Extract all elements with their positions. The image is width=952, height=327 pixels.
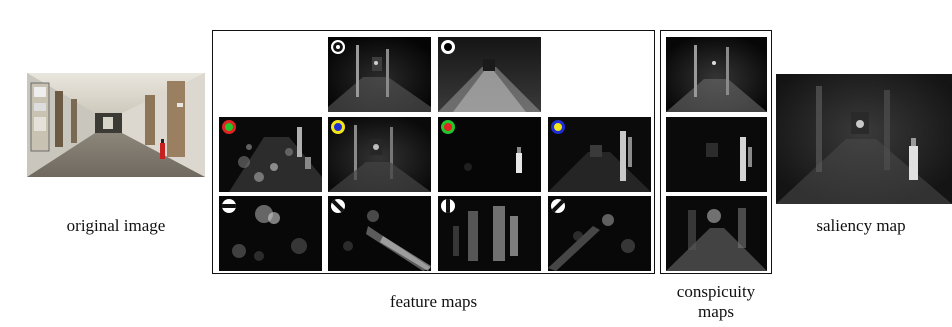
feature-map-r2c2 [328,117,431,192]
feature-map-r3c3 [438,196,541,271]
vertical-bar-icon [441,199,455,213]
white-ring-icon [441,40,455,54]
saliency-map-caption: saliency map [816,216,906,235]
diagonal-bar-left-icon [331,199,345,213]
feature-map-r3c2 [328,196,431,271]
feature-map-r3c1 [219,196,322,271]
blue-ring-yellow-center-icon [551,120,565,134]
conspicuity-maps-caption-line2: maps [698,302,734,321]
original-image-caption: original image [66,216,166,235]
feature-map-r1c3 [438,37,541,112]
green-ring-red-center-icon [441,120,455,134]
original-image [27,73,205,177]
feature-maps-box [212,30,655,274]
conspicuity-maps-box [660,30,772,274]
conspicuity-map-color [666,117,767,192]
saliency-map [776,74,952,204]
black-center-white-ring-icon [331,40,345,54]
feature-map-r1c2 [328,37,431,112]
feature-maps-caption: feature maps [389,292,478,311]
horizontal-bar-icon [222,199,236,213]
feature-map-r2c4 [548,117,651,192]
yellow-ring-blue-center-icon [331,120,345,134]
diagonal-bar-right-icon [551,199,565,213]
conspicuity-maps-caption-line1: conspicuity [676,282,756,301]
feature-map-r2c1 [219,117,322,192]
conspicuity-map-intensity [666,37,767,112]
red-ring-green-center-icon [222,120,236,134]
conspicuity-map-orientation [666,196,767,271]
feature-map-r2c3 [438,117,541,192]
feature-map-r3c4 [548,196,651,271]
